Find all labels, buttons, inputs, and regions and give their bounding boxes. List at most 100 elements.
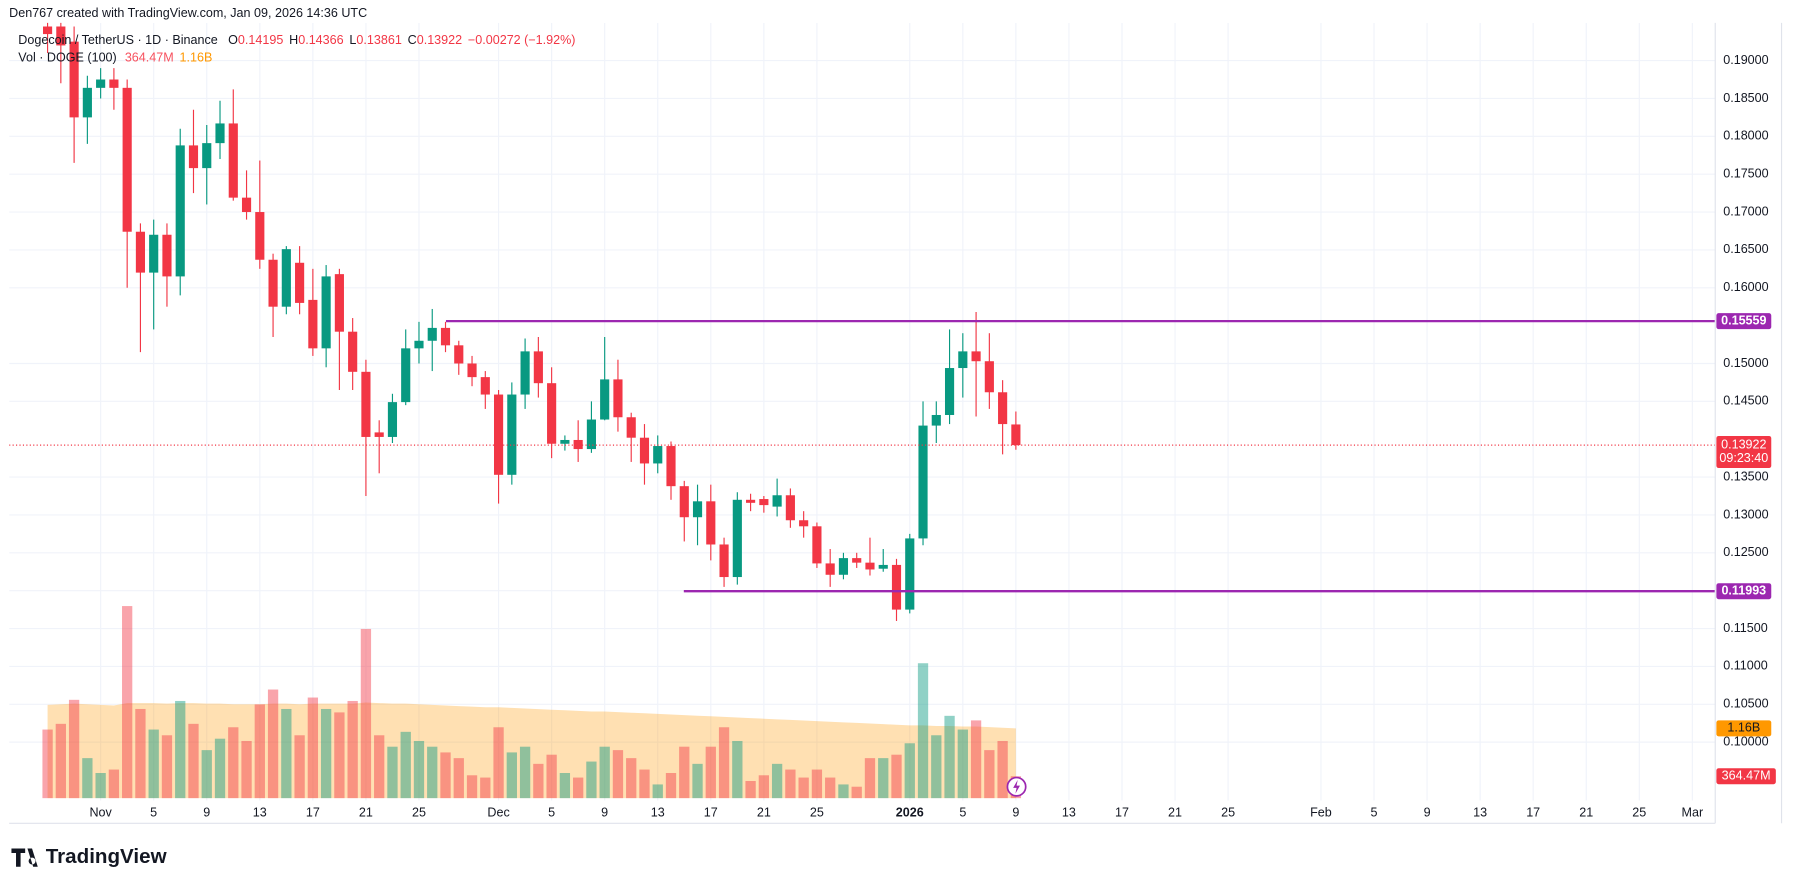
volume-bar — [665, 772, 677, 799]
candle-body — [944, 368, 955, 415]
replay-icon[interactable] — [1006, 776, 1027, 797]
candle-body — [679, 486, 689, 518]
volume-bar — [466, 775, 478, 799]
volume-bar — [838, 784, 849, 799]
x-tick-label: 9 — [1424, 805, 1431, 819]
candle-body — [812, 526, 822, 564]
volume-bar — [493, 727, 504, 799]
x-tick-label: 21 — [1579, 805, 1593, 819]
volume-bar — [122, 606, 133, 799]
logo[interactable]: TradingView — [11, 845, 168, 868]
candle-body — [467, 363, 477, 378]
volume-bar — [771, 763, 783, 799]
y-tick-label: 0.16500 — [1723, 242, 1768, 256]
y-tick-label: 0.17000 — [1723, 204, 1768, 218]
candle-body — [188, 145, 199, 169]
x-tick-label: 21 — [359, 805, 373, 819]
candle-body — [454, 345, 464, 364]
volume-ma-last: 1.16B — [180, 51, 213, 65]
volume-bar — [334, 712, 345, 799]
volume-bar — [546, 754, 557, 799]
volume-bar — [705, 746, 716, 799]
volume-bar — [718, 727, 730, 799]
volume-bar — [427, 746, 438, 799]
x-tick-label: 13 — [1473, 805, 1487, 819]
y-tick-label: 0.18500 — [1723, 91, 1768, 105]
volume-bar — [148, 729, 159, 799]
volume-bar — [440, 752, 451, 799]
candle-body — [334, 274, 344, 332]
volume-bar — [626, 758, 637, 799]
legend-value: 0.13861 — [356, 33, 401, 47]
x-tick-label: 5 — [150, 805, 157, 819]
candle-body — [666, 446, 676, 487]
candle-body — [613, 379, 623, 418]
candle-body — [56, 26, 66, 46]
candle-body — [772, 495, 782, 507]
x-tick-label: 17 — [1526, 805, 1540, 819]
candle-body — [96, 79, 106, 88]
volume-bar — [453, 758, 464, 799]
volume-bar — [201, 750, 212, 799]
volume-bar — [997, 740, 1008, 799]
candle-body — [692, 501, 703, 518]
candle-body — [202, 143, 212, 169]
volume-bar — [679, 746, 690, 799]
volume-bar — [82, 758, 93, 799]
candle-body — [586, 419, 596, 450]
candle-body — [387, 402, 398, 437]
volume-bar — [281, 708, 292, 799]
volume-bar — [692, 763, 703, 799]
volume-bar — [320, 708, 332, 799]
volume-name: Vol · DOGE (100) — [18, 51, 116, 65]
volume-bar — [347, 700, 358, 799]
volume-bar — [387, 746, 398, 799]
x-tick-label: 9 — [601, 805, 608, 819]
candle-body — [1011, 424, 1021, 446]
x-tick-label: 2026 — [896, 805, 924, 819]
price-tag-label: 0.11993 — [1721, 584, 1766, 598]
volume-bar — [599, 746, 610, 799]
y-tick-label: 0.12500 — [1723, 545, 1768, 559]
candle-body — [520, 351, 530, 395]
logo-text[interactable]: TradingView — [46, 845, 168, 868]
candle-body — [109, 79, 119, 88]
volume-bar — [294, 735, 305, 799]
y-tick-label: 0.11000 — [1723, 659, 1767, 673]
candle-body — [573, 439, 583, 450]
candle-body — [228, 123, 238, 198]
legend-change: −0.00272 — [468, 33, 521, 47]
candle-body — [852, 558, 862, 563]
volume-bar — [42, 729, 53, 799]
volume-bar — [55, 723, 66, 799]
volume-bar — [360, 628, 372, 799]
candle-body — [905, 538, 915, 610]
candle-body — [149, 234, 159, 273]
candle-body — [440, 327, 451, 346]
volume-ma-tag-label: 1.16B — [1727, 721, 1760, 735]
volume-bar — [798, 777, 809, 799]
candle-body — [480, 377, 490, 395]
volume-bar — [188, 723, 199, 799]
x-tick-label: 25 — [412, 805, 426, 819]
volume-bar — [506, 752, 517, 799]
legend-change-pct: (−1.92%) — [524, 33, 575, 47]
x-tick-label: 25 — [1221, 805, 1235, 819]
x-tick-label: Dec — [487, 805, 509, 819]
volume-bar — [413, 740, 425, 799]
y-tick-label: 0.17500 — [1723, 167, 1768, 181]
x-tick-label: 13 — [1062, 805, 1076, 819]
candle-body — [865, 562, 875, 570]
candle-body — [135, 231, 146, 273]
symbol: Dogecoin / TetherUS · 1D · Binance — [18, 33, 217, 47]
candle-body — [891, 564, 902, 610]
candle-body — [122, 87, 132, 232]
candle-body — [348, 331, 358, 372]
candle-body — [653, 446, 663, 464]
candle-body — [295, 262, 305, 303]
volume-bar — [480, 777, 491, 799]
x-tick-label: 5 — [1371, 805, 1378, 819]
